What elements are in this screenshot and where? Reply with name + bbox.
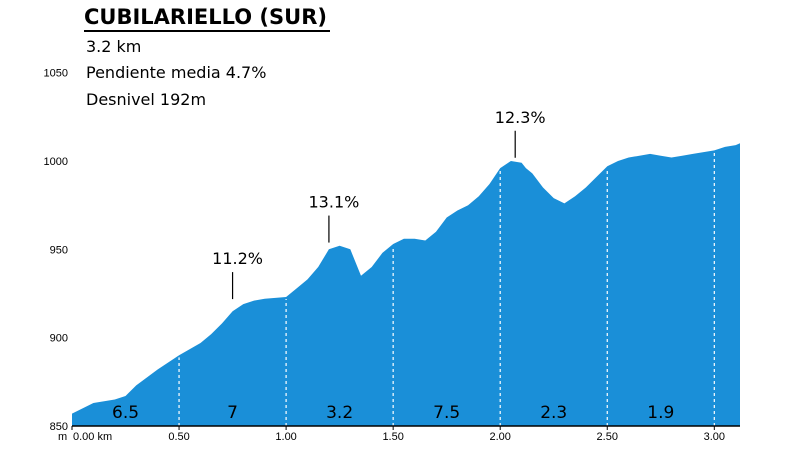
segment-divider-layer [178,152,715,426]
segment-gradient-label: 7 [227,403,238,423]
segment-gradient-label: 6.5 [112,403,139,423]
info-average-gradient: Pendiente media 4.7% [86,63,266,82]
x-axis-unit-label: m [58,431,67,443]
y-tick-label: 1000 [44,156,68,168]
y-tick-label: 1050 [44,68,68,80]
x-axis: m 0.00 km 0.50 1.00 1.50 2.00 2.50 3.00 [58,425,740,443]
y-axis: 850 900 950 1000 1050 [44,68,68,433]
max-gradient-annotation: 13.1% [309,193,360,212]
segment-gradient-label: 7.5 [433,403,460,423]
info-distance: 3.2 km [86,37,141,56]
segment-gradient-label: 2.3 [540,403,567,423]
y-tick-label: 900 [50,333,68,345]
segment-gradient-label: 1.9 [647,403,674,423]
title-group: CUBILARIELLO (SUR) [84,5,330,32]
x-tick-label: 3.00 [704,431,725,443]
x-tick-label: 2.50 [597,431,618,443]
chart-title: CUBILARIELLO (SUR) [84,5,327,29]
segment-gradient-label: 3.2 [326,403,353,423]
segment-label-layer: 6.5 7 3.2 7.5 2.3 1.9 [112,403,674,423]
x-tick-label: 0.50 [168,431,189,443]
profile-area-layer [72,143,740,427]
x-tick-label: 2.00 [489,431,510,443]
y-tick-label: 950 [50,244,68,256]
profile-area [72,143,740,427]
info-elevation-gain: Desnivel 192m [86,90,206,109]
max-gradient-annotation: 12.3% [495,108,546,127]
annotation-layer: 11.2% 13.1% 12.3% [212,108,546,300]
x-tick-label: 1.50 [382,431,403,443]
max-gradient-annotation: 11.2% [212,249,263,268]
y-tick-label: 850 [50,421,68,433]
x-tick-label: 0.00 km [73,431,112,443]
x-tick-label: 1.00 [275,431,296,443]
